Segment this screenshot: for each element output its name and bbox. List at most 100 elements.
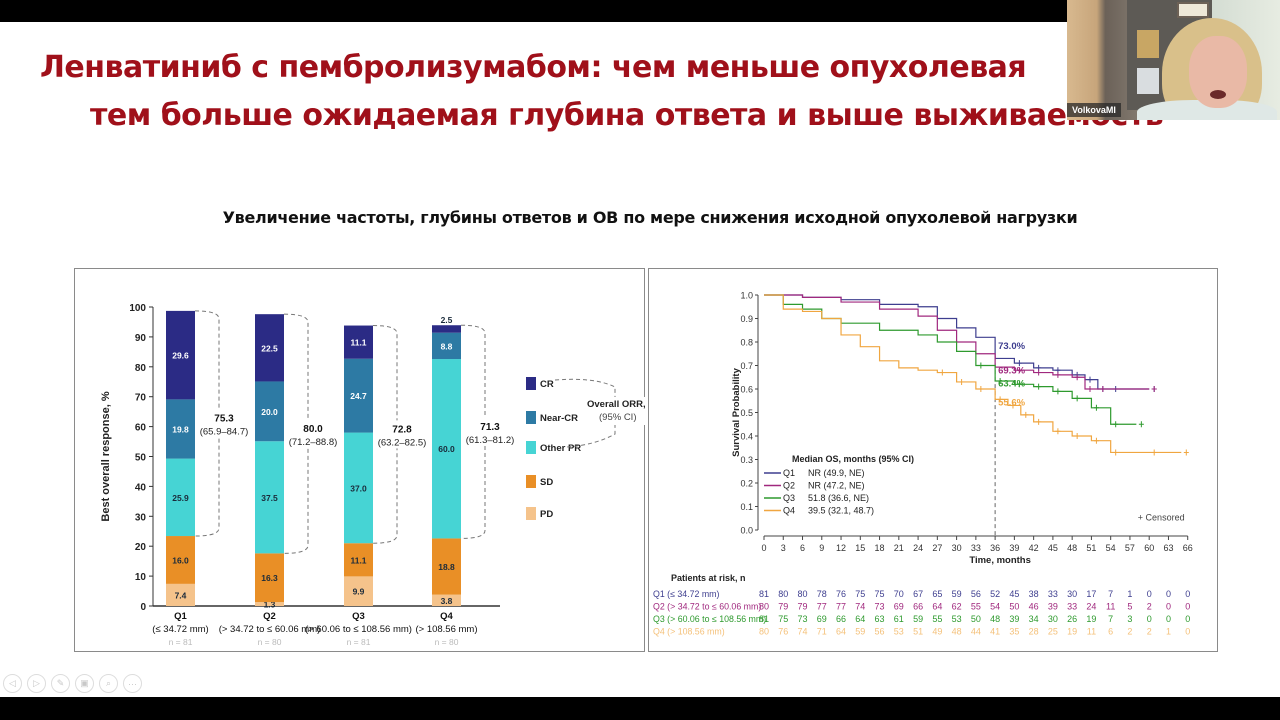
at-risk-value: 79 [798,602,808,612]
legend-label: Q4 [783,505,795,515]
bar-value-label: 24.7 [350,391,367,401]
censor-mark [1138,421,1144,428]
at-risk-value: 2 [1127,627,1132,637]
at-risk-value: 7 [1108,589,1113,599]
category-sublabel: (> 108.56 mm) [415,624,477,635]
censor-mark [1016,367,1022,374]
zoom-button[interactable]: ⌕ [99,674,118,693]
y-tick-label: 20 [135,542,147,553]
y-tick-label: 0.9 [740,314,753,324]
at-risk-value: 19 [1086,614,1096,624]
y-tick-label: 10 [135,572,147,583]
at-risk-value: 54 [990,602,1000,612]
at-risk-value: 33 [1067,602,1077,612]
censor-mark [1093,437,1099,444]
survival-annotation-q2: 69.3% [998,366,1025,377]
x-tick-label: 51 [1086,543,1096,553]
at-risk-value: 80 [778,589,788,599]
bar-segment-near-cr [432,332,461,360]
x-tick-label: 63 [1163,543,1173,553]
x-tick-label: 9 [819,543,824,553]
censor-mark [1010,402,1016,409]
orr-label-bg [463,417,519,446]
median-os-legend-title: Median OS, months (95% CI) [792,454,914,464]
censor-mark [1055,428,1061,435]
orr-label-bg [197,409,253,438]
y-tick-label: 0.5 [740,408,753,418]
bar-segment-cr [166,310,195,400]
next-slide-button[interactable]: ▷ [27,674,46,693]
censor-mark [1023,411,1029,418]
at-risk-value: 45 [1009,589,1019,599]
category-n: n = 80 [435,637,459,647]
category-n: n = 81 [169,637,193,647]
bar-segment-other-pr [255,441,284,554]
legend-swatch-sd [526,475,536,488]
next-slide-icon: ▷ [33,678,40,688]
at-risk-value: 64 [855,614,865,624]
participant-video-tile[interactable]: VolkovaMI [1067,0,1280,120]
bar-value-label: 7.4 [175,590,187,600]
best-overall-response-chart: 0 10 20 30 40 50 60 70 80 90 100 Best overall respo… [74,268,657,652]
at-risk-value: 81 [759,614,769,624]
at-risk-row-label: Q2 (> 34.72 to ≤ 60.06 mm) [653,602,761,612]
at-risk-row-label: Q4 (> 108.56 mm) [653,627,725,637]
at-risk-value: 55 [971,602,981,612]
bar-value-label: 37.5 [261,493,278,503]
y-tick-label: 70 [135,393,147,404]
bar-segment-other-pr [432,359,461,539]
video-background-frame [1137,68,1159,94]
at-risk-value: 79 [778,602,788,612]
at-risk-value: 59 [913,614,923,624]
at-risk-value: 64 [836,627,846,637]
at-risk-value: 61 [894,614,904,624]
at-risk-value: 69 [894,602,904,612]
survival-annotation-q1: 73.0% [998,341,1025,352]
at-risk-value: 69 [817,614,827,624]
censor-mark [997,396,1003,403]
at-risk-value: 77 [817,602,827,612]
legend-swatch-pd [526,507,536,520]
censor-mark [1113,421,1119,428]
at-risk-value: 2 [1147,627,1152,637]
previous-slide-button[interactable]: ◁ [3,674,22,693]
at-risk-value: 50 [1009,602,1019,612]
pen-tool-button[interactable]: ✎ [51,674,70,693]
legend-median: NR (49.9, NE) [808,468,865,478]
y-tick-label: 0.2 [740,479,753,489]
at-risk-value: 48 [952,627,962,637]
orr-value: 80.0 [303,424,323,435]
bar-value-label: 22.5 [261,343,278,353]
censor-mark [997,378,1003,385]
at-risk-value: 66 [913,602,923,612]
category-label: Q4 [440,611,453,622]
at-risk-value: 73 [875,602,885,612]
category-sublabel: (≤ 34.72 mm) [152,624,208,635]
x-tick-label: 12 [836,543,846,553]
at-risk-value: 48 [990,614,1000,624]
at-risk-value: 77 [836,602,846,612]
slides-overview-button[interactable]: ▣ [75,674,94,693]
category-label: Q1 [174,611,187,622]
censor-mark [1055,388,1061,395]
at-risk-value: 46 [1029,602,1039,612]
bar-segment-other-pr [166,458,195,537]
y-tick-label: 60 [135,423,147,434]
video-background-frame [1137,30,1159,58]
kaplan-meier-chart: 0.00.10.20.30.40.50.60.70.80.91.00 3 6 9 12 1… [653,291,1193,637]
bar-segment-near-cr [255,381,284,442]
bar-segment-cr [344,325,373,359]
legend-median: 51.8 (36.6, NE) [808,493,869,503]
x-tick-label: 57 [1125,543,1135,553]
at-risk-value: 59 [855,627,865,637]
x-tick-label: 66 [1183,543,1193,553]
legend-label: Q3 [783,493,795,503]
bar-value-label: 1.3 [264,600,276,610]
at-risk-value: 19 [1067,627,1077,637]
censor-mark [1087,376,1093,383]
bar-value-label: 16.0 [172,555,189,565]
more-options-button[interactable]: ··· [123,674,142,693]
category-sublabel: (> 60.06 to ≤ 108.56 mm) [305,624,412,635]
participant-name-label: VolkovaMI [1067,103,1121,117]
censor-mark [1113,449,1119,456]
